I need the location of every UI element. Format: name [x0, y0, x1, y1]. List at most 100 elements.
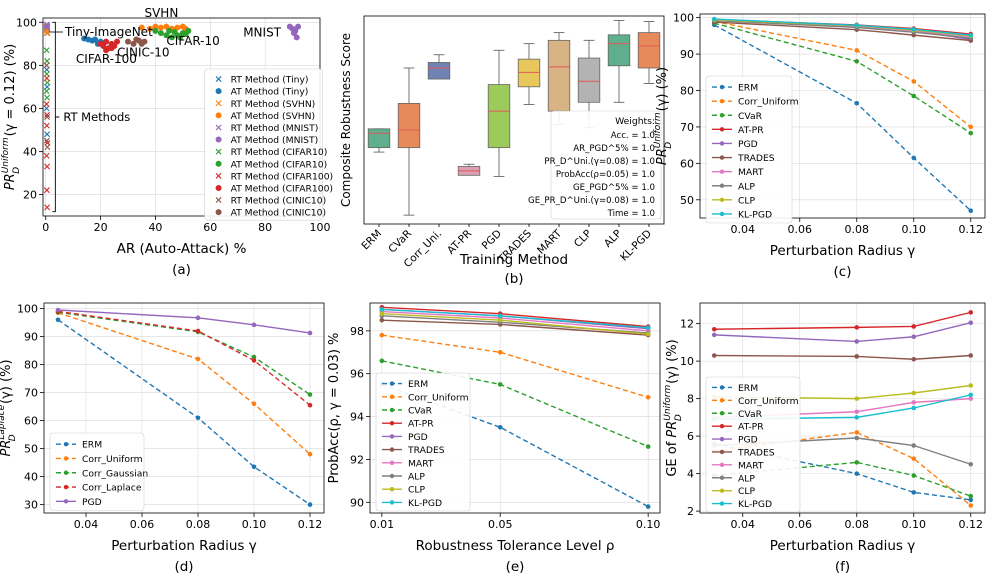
- y-tick-label: 60: [23, 102, 37, 115]
- data-point-CVaR: [854, 59, 860, 64]
- legend-label: AT-PR: [738, 422, 764, 433]
- axes-frame: [363, 15, 665, 225]
- panel-label: (a): [172, 262, 191, 278]
- legend-label: MART: [738, 460, 764, 471]
- data-point-PGD: [195, 315, 201, 321]
- scatter-point-RT Method (CIFAR100): [43, 187, 50, 194]
- scatter-point-AT Method (CIFAR10): [168, 34, 175, 41]
- axes-frame: [369, 302, 661, 514]
- annotation-svhn: SVHN: [144, 6, 178, 20]
- scatter-point-AT Method (CIFAR10): [157, 30, 164, 37]
- legend-label: Corr_Laplace: [82, 483, 142, 494]
- data-point-CVaR: [854, 460, 860, 465]
- scatter-point-RT Method (CIFAR100): [44, 111, 51, 118]
- legend-marker: [215, 172, 222, 179]
- y-tick-label: 50: [680, 194, 694, 207]
- data-point-ERM: [195, 415, 201, 421]
- data-point-TRADES: [968, 353, 974, 358]
- y-tick-label: 100: [16, 16, 37, 29]
- scatter-point-AT Method (CIFAR10): [177, 34, 184, 41]
- data-point-ERM: [968, 208, 974, 214]
- legend-marker: [63, 499, 69, 504]
- data-point-ERM: [645, 504, 651, 509]
- legend-marker: [215, 148, 222, 155]
- legend-label: ERM: [408, 379, 428, 390]
- legend-label: Corr_Uniform: [738, 97, 799, 108]
- scatter-point-RT Method (CIFAR100): [44, 163, 51, 170]
- y-tick-label: 100: [17, 303, 38, 316]
- data-point-ERM: [854, 100, 860, 106]
- category-label: ALP: [602, 228, 624, 250]
- legend-marker: [719, 127, 725, 132]
- series-line-Corr_Uniform: [57, 312, 311, 455]
- y-label-sub: D: [664, 142, 674, 149]
- legend-marker: [389, 407, 395, 413]
- scatter-point-RT Method (Tiny): [44, 131, 51, 138]
- scatter-point-RT Method (CINIC10): [44, 144, 51, 151]
- panel-label: (e): [506, 559, 525, 573]
- y-label-rest: (γ = 0.12) (%): [3, 44, 18, 137]
- data-point-ERM: [911, 155, 917, 161]
- scatter-point-AT Method (CIFAR100): [114, 38, 121, 45]
- data-point-ALP: [968, 461, 974, 467]
- y-label-rest: (γ) (%): [655, 67, 670, 111]
- x-tick-label: 0.06: [788, 518, 813, 531]
- data-point-PGD: [711, 332, 717, 338]
- y-tick-label: 12: [680, 318, 694, 331]
- legend-label: ERM: [738, 83, 758, 94]
- data-point-ERM: [251, 464, 257, 470]
- legend-marker: [389, 434, 395, 439]
- scatter-point-AT Method (CINIC10): [130, 40, 137, 47]
- data-point-KL-PGD: [711, 16, 717, 22]
- scatter-point-AT Method (CINIC10): [125, 38, 132, 45]
- chart-f: 0.04 0.06 0.08 0.10 0.12 2 4 6 8 10 12 ERM Corr_Unif…: [663, 302, 986, 573]
- scatter-point-RT Method (CIFAR10): [43, 70, 50, 77]
- legend-marker: [215, 76, 222, 83]
- x-tick-label: 0.05: [488, 518, 513, 531]
- legend-marker: [719, 475, 725, 480]
- series-line-TRADES: [714, 21, 971, 42]
- data-point-TRADES: [379, 317, 385, 323]
- y-axis-label: PRUniformD (γ = 0.12) (%): [1, 44, 22, 190]
- box-TRADES: [517, 58, 541, 88]
- legend-marker: [719, 462, 725, 468]
- data-point-PGD: [854, 339, 860, 344]
- data-point-KL-PGD: [379, 307, 385, 312]
- legend-label: CVaR: [738, 409, 763, 420]
- y-tick-label: 80: [24, 359, 38, 372]
- legend-label: CLP: [738, 486, 756, 497]
- box-ERM: [367, 128, 391, 149]
- y-tick-label: 100: [673, 12, 694, 25]
- data-point-Corr_Uniform: [968, 124, 974, 130]
- legend-label: KL-PGD: [738, 209, 772, 220]
- legend-label: PGD: [738, 139, 758, 150]
- x-tick-label: 0.10: [902, 223, 927, 236]
- x-tick-label: 0.08: [845, 223, 870, 236]
- data-point-Corr_Laplace: [251, 358, 257, 363]
- series-line-PGD: [714, 322, 971, 343]
- legend-marker: [719, 436, 725, 442]
- data-point-Corr_Laplace: [307, 402, 313, 408]
- legend-label: AT Method (CIFAR10): [231, 159, 328, 170]
- data-point-ALP: [911, 443, 917, 448]
- rt-methods-bracket: [52, 21, 60, 213]
- legend-label: Corr_Uniform: [738, 396, 799, 407]
- data-point-Corr_Gaussian: [307, 392, 313, 397]
- scatter-point-RT Method (CIFAR100): [43, 152, 50, 159]
- legend-marker: [719, 141, 725, 146]
- scatter-point-AT Method (CIFAR100): [103, 38, 110, 45]
- x-tick-label: 0.06: [788, 223, 813, 236]
- y-label-pr: PR: [655, 148, 670, 165]
- x-tick-label: 20: [94, 221, 108, 234]
- y-tick-label: 40: [24, 471, 38, 484]
- scatter-point-AT Method (CIFAR10): [163, 32, 170, 39]
- scatter-point-AT Method (CIFAR100): [103, 47, 110, 54]
- data-point-KL-PGD: [497, 313, 503, 319]
- data-point-KL-PGD: [854, 22, 860, 28]
- legend-marker: [215, 209, 222, 216]
- legend-label: CVaR: [738, 111, 763, 122]
- y-tick-label: 60: [680, 157, 694, 170]
- weights-line: ProbAcc(ρ=0.05) = 1.0: [556, 170, 655, 180]
- series-line-ALP: [714, 19, 971, 39]
- legend-marker: [389, 460, 395, 465]
